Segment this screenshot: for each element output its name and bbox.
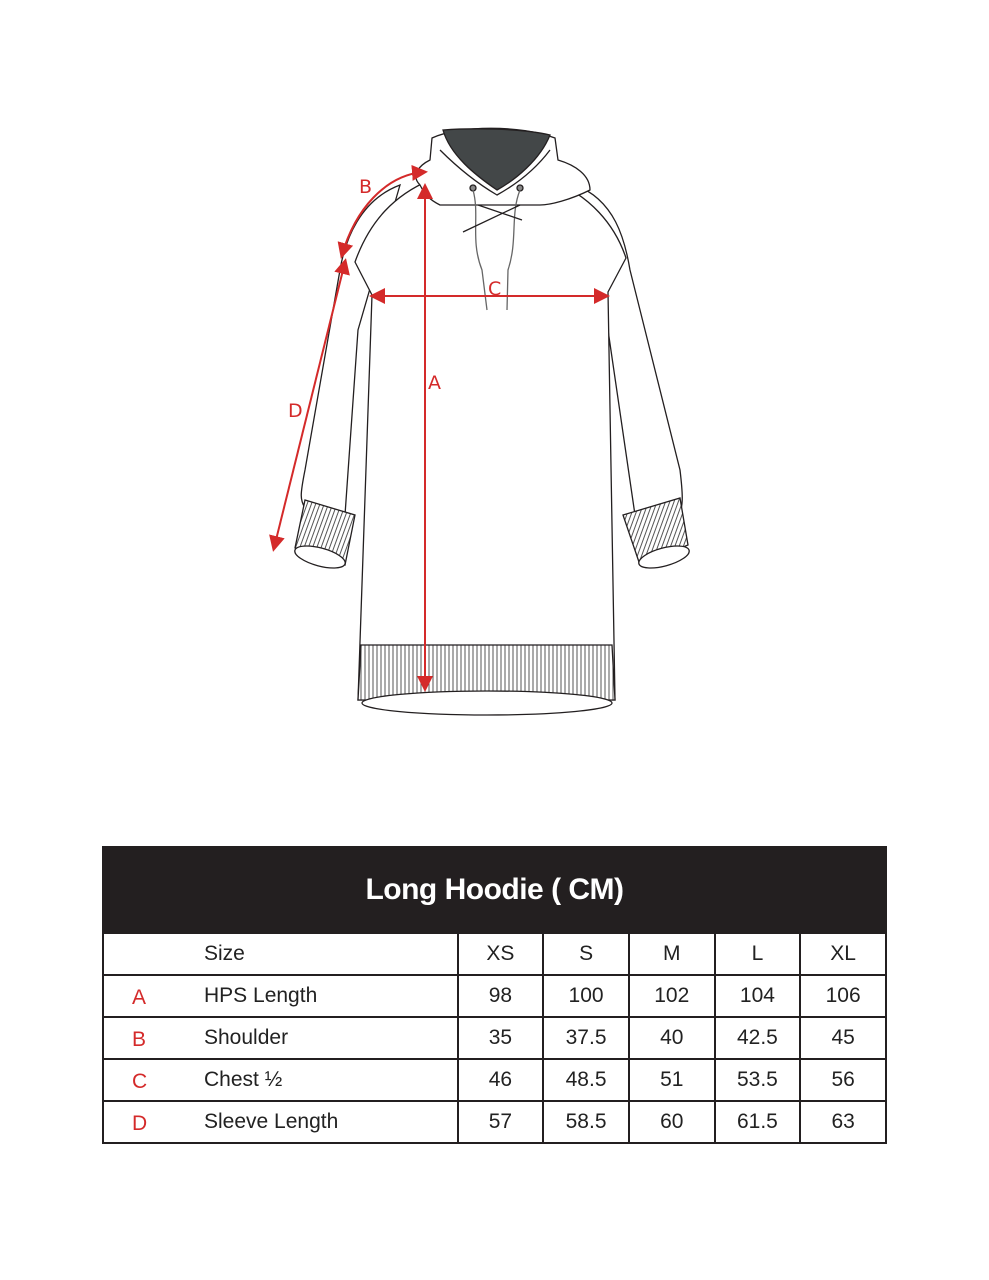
table-row: B Shoulder 35 37.5 40 42.5 45: [102, 1016, 887, 1060]
hoodie-outline: [294, 127, 690, 716]
value-cell: 53.5: [713, 1058, 802, 1102]
measurement-arrows: [269, 164, 610, 692]
size-header-label-cell: Size: [102, 932, 459, 976]
size-chart-title-row: Long Hoodie ( CM): [102, 846, 887, 934]
size-header-s: S: [542, 932, 630, 976]
size-chart-table: Long Hoodie ( CM) Size XS S M L XL A HPS Leng…: [102, 846, 887, 1144]
measurement-name: Shoulder: [204, 1026, 289, 1049]
value-cell: 37.5: [542, 1016, 630, 1060]
measurement-letter: B: [132, 1028, 147, 1051]
measurement-name: Chest ½: [204, 1068, 283, 1091]
size-header-xl: XL: [799, 932, 887, 976]
value-cell: 60: [627, 1100, 716, 1144]
size-chart-title: Long Hoodie ( CM): [102, 846, 887, 934]
table-row: D Sleeve Length 57 58.5 60 61.5 63: [102, 1100, 887, 1144]
measurement-label-cell: B Shoulder: [102, 1016, 459, 1060]
arrow-d: [269, 258, 350, 552]
measurement-letter: A: [132, 986, 147, 1009]
arrow-b: [337, 164, 428, 259]
value-cell: 100: [542, 974, 630, 1018]
value-cell: 48.5: [542, 1058, 630, 1102]
label-d: D: [288, 400, 303, 422]
size-header-m: M: [627, 932, 716, 976]
value-cell: 98: [456, 974, 545, 1018]
measurement-name: HPS Length: [204, 984, 318, 1007]
label-c: C: [488, 278, 501, 300]
value-cell: 58.5: [542, 1100, 630, 1144]
size-header-l: L: [713, 932, 802, 976]
value-cell: 102: [627, 974, 716, 1018]
value-cell: 42.5: [713, 1016, 802, 1060]
label-b: B: [359, 176, 372, 198]
value-cell: 61.5: [713, 1100, 802, 1144]
value-cell: 63: [799, 1100, 887, 1144]
value-cell: 35: [456, 1016, 545, 1060]
measurement-label-cell: D Sleeve Length: [102, 1100, 459, 1144]
size-header-label: Size: [204, 942, 245, 965]
measurement-letter: C: [132, 1070, 148, 1093]
measurement-label-cell: C Chest ½: [102, 1058, 459, 1102]
value-cell: 57: [456, 1100, 545, 1144]
measurement-name: Sleeve Length: [204, 1110, 339, 1133]
size-header-xs: XS: [456, 932, 545, 976]
value-cell: 104: [713, 974, 802, 1018]
value-cell: 45: [799, 1016, 887, 1060]
size-header-row: Size XS S M L XL: [102, 932, 887, 976]
value-cell: 51: [627, 1058, 716, 1102]
table-row: A HPS Length 98 100 102 104 106: [102, 974, 887, 1018]
value-cell: 106: [799, 974, 887, 1018]
value-cell: 56: [799, 1058, 887, 1102]
measurement-label-cell: A HPS Length: [102, 974, 459, 1018]
hoodie-technical-drawing: A B C D: [269, 127, 690, 716]
value-cell: 46: [456, 1058, 545, 1102]
measurement-letter: D: [132, 1112, 148, 1135]
value-cell: 40: [627, 1016, 716, 1060]
table-row: C Chest ½ 46 48.5 51 53.5 56: [102, 1058, 887, 1102]
label-a: A: [428, 372, 441, 394]
